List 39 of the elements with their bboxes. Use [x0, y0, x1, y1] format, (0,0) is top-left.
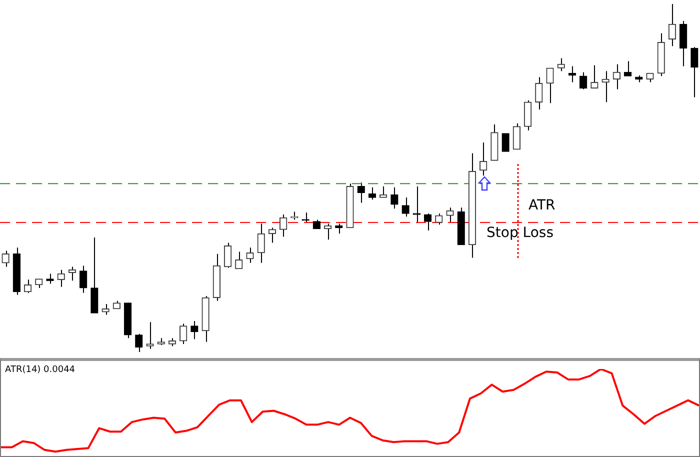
chart-title: ATR(14) 0.0044	[5, 364, 76, 375]
candlestick	[257, 223, 265, 264]
candlestick	[224, 242, 232, 268]
candlestick	[146, 322, 154, 350]
candlestick	[668, 4, 676, 47]
candlestick	[612, 64, 620, 90]
candlestick	[190, 320, 198, 340]
candlestick	[480, 142, 488, 176]
candlestick	[268, 227, 276, 244]
candlestick	[412, 186, 420, 224]
candlestick	[690, 46, 698, 98]
candlestick	[512, 122, 520, 150]
candlestick	[135, 333, 143, 352]
candlestick	[402, 196, 410, 218]
candlestick	[435, 212, 443, 226]
candlestick	[102, 303, 110, 316]
candlestick	[24, 279, 32, 294]
candlestick	[557, 58, 565, 72]
candlestick	[246, 247, 254, 264]
candlestick	[590, 64, 598, 89]
candlestick	[57, 269, 65, 288]
annotation: ATR	[528, 197, 556, 214]
candlestick	[357, 182, 365, 204]
candlestick	[380, 186, 388, 198]
candlestick	[546, 68, 554, 104]
candlestick	[302, 212, 310, 224]
candlestick	[580, 72, 588, 90]
candlestick	[524, 100, 532, 131]
candlestick	[624, 60, 632, 77]
candlestick	[180, 323, 188, 344]
candlestick	[680, 20, 688, 67]
candlestick	[646, 72, 654, 83]
candlestick	[90, 237, 98, 314]
ref-line-label: Stop Loss	[486, 225, 554, 242]
candlestick	[68, 266, 76, 282]
candlestick	[535, 76, 543, 110]
candlestick	[368, 186, 376, 200]
candlestick	[446, 207, 454, 224]
candlestick	[80, 265, 88, 294]
